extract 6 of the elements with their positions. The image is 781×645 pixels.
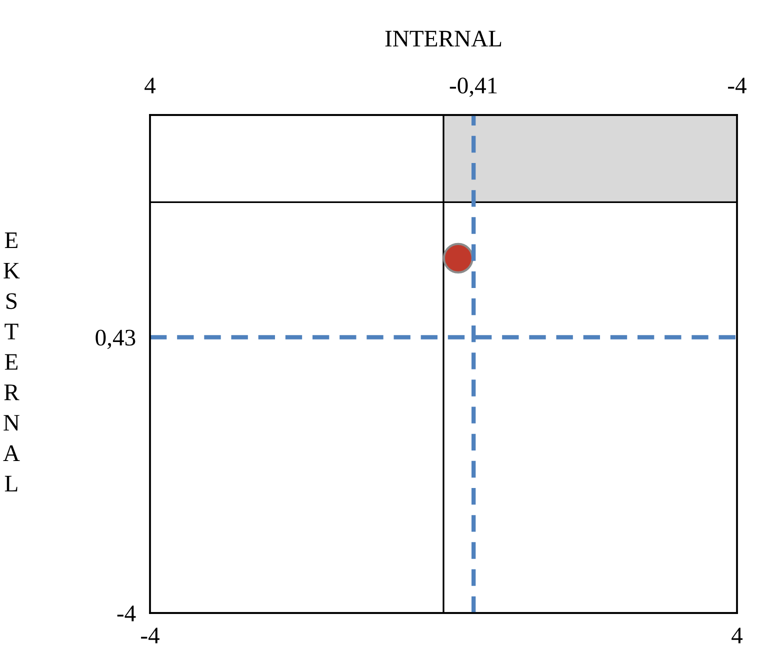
x2-axis-title: INTERNAL	[385, 30, 502, 46]
x2-tick-label: 4	[144, 78, 156, 94]
text: EKSTERNAL	[3, 232, 20, 492]
y-tick-label: 0,43	[96, 330, 136, 350]
x2-tick-label: -4	[728, 78, 746, 94]
x2-tick-label: -0,41	[450, 78, 497, 97]
